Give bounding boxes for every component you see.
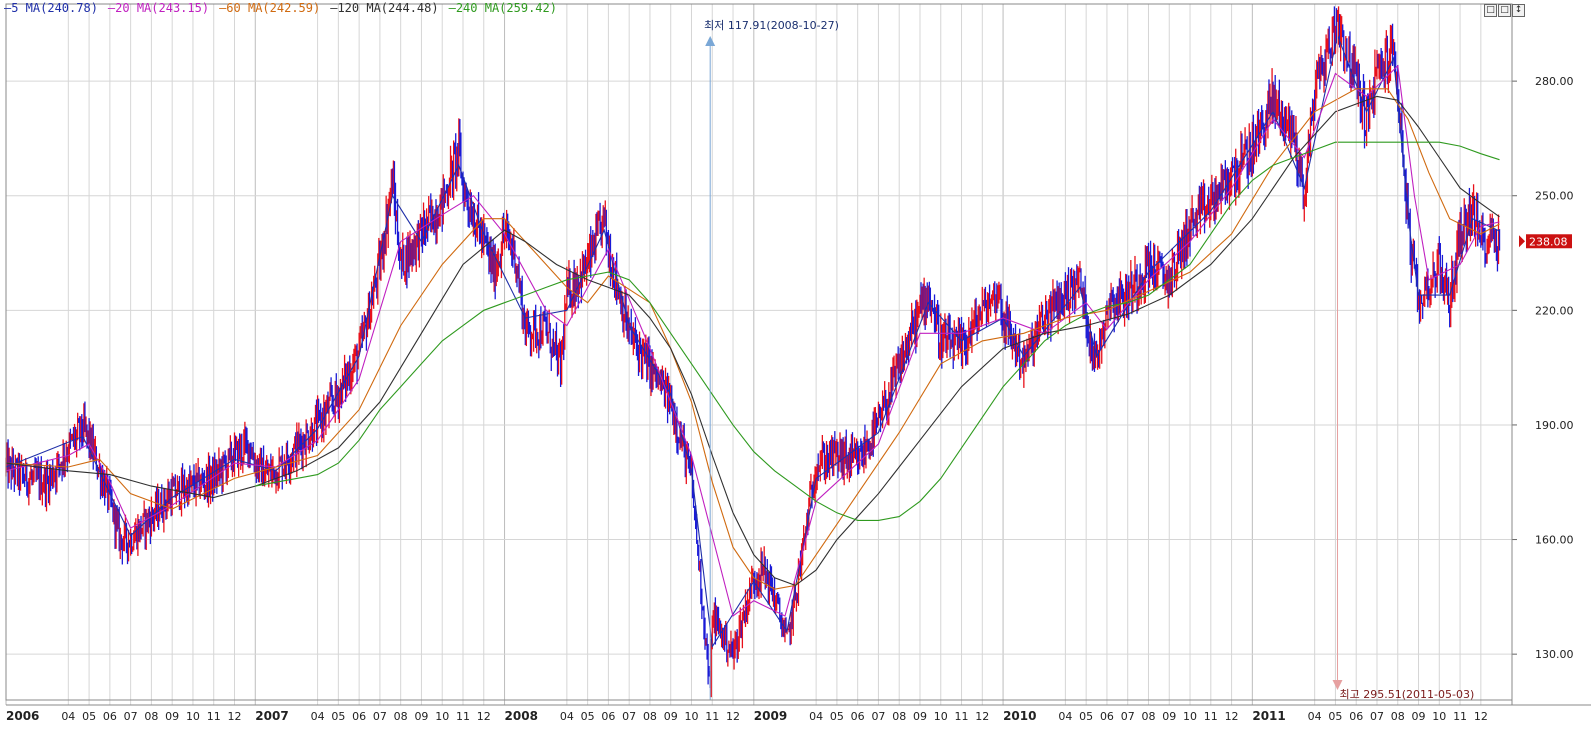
legend-item: —5 MA(240.78) [4, 1, 98, 15]
x-tick-label: 11 [456, 710, 470, 723]
x-tick-label: 12 [477, 710, 491, 723]
ma-line-240-ma [255, 141, 1500, 521]
x-tick-label: 06 [851, 710, 865, 723]
x-tick-label: 07 [373, 710, 387, 723]
x-tick-label: 10 [435, 710, 449, 723]
x-tick-label: 06 [601, 710, 615, 723]
x-tick-label: 09 [414, 710, 428, 723]
current-price-marker: 238.08 [1519, 234, 1572, 249]
window-controls: □ □ ↕ [1484, 4, 1525, 17]
moving-average-lines [5, 33, 1500, 649]
legend-item: —20 MA(243.15) [107, 1, 210, 15]
low-annotation: 최저 117.91(2008-10-27) [704, 19, 839, 32]
x-tick-label: 10 [1432, 710, 1446, 723]
x-tick-label: 04 [809, 710, 823, 723]
x-tick-label: 08 [1391, 710, 1405, 723]
y-tick-label: 220.00 [1535, 304, 1574, 317]
x-tick-label: 05 [1328, 710, 1342, 723]
x-tick-label: 08 [144, 710, 158, 723]
x-tick-label: 12 [975, 710, 989, 723]
x-tick-label: 11 [955, 710, 969, 723]
x-tick-label: 09 [1412, 710, 1426, 723]
x-tick-label: 09 [165, 710, 179, 723]
x-tick-label: 07 [622, 710, 636, 723]
x-tick-label: 04 [61, 710, 75, 723]
x-tick-label: 2011 [1252, 709, 1285, 723]
x-tick-label: 10 [934, 710, 948, 723]
x-tick-label: 08 [643, 710, 657, 723]
high-annotation: 최고 295.51(2011-05-03) [1340, 688, 1475, 701]
x-tick-label: 12 [1225, 710, 1239, 723]
current-price-arrow [1519, 235, 1525, 248]
x-tick-label: 11 [705, 710, 719, 723]
y-tick-label: 250.00 [1535, 190, 1574, 203]
x-tick-label: 05 [82, 710, 96, 723]
x-tick-label: 2009 [754, 709, 787, 723]
current-price-box [1526, 234, 1572, 249]
x-tick-label: 06 [352, 710, 366, 723]
x-tick-label: 07 [1370, 710, 1384, 723]
high-marker-arrow [1332, 680, 1343, 690]
x-tick-label: 12 [726, 710, 740, 723]
x-tick-label: 05 [830, 710, 844, 723]
x-tick-label: 2010 [1003, 709, 1036, 723]
x-tick-label: 2008 [505, 709, 538, 723]
x-tick-label: 09 [913, 710, 927, 723]
x-tick-label: 10 [684, 710, 698, 723]
x-tick-label: 04 [1058, 710, 1072, 723]
x-tick-label: 07 [124, 710, 138, 723]
x-tick-label: 08 [394, 710, 408, 723]
x-tick-label: 2007 [255, 709, 288, 723]
x-tick-label: 12 [227, 710, 241, 723]
x-tick-label: 04 [311, 710, 325, 723]
ma-legend: —5 MA(240.78) —20 MA(243.15) —60 MA(242.59… [4, 1, 567, 15]
x-tick-label: 06 [1100, 710, 1114, 723]
x-tick-label: 08 [892, 710, 906, 723]
x-tick-label: 11 [207, 710, 221, 723]
low-marker-arrow [705, 36, 716, 46]
x-tick-label: 10 [186, 710, 200, 723]
x-tick-label: 07 [871, 710, 885, 723]
x-tick-label: 10 [1183, 710, 1197, 723]
y-tick-label: 190.00 [1535, 419, 1574, 432]
x-tick-label: 11 [1453, 710, 1467, 723]
y-tick-label: 160.00 [1535, 534, 1574, 547]
x-tick-label: 2006 [6, 709, 39, 723]
minimize-button[interactable]: □ [1484, 4, 1497, 17]
ma-line-60-ma [5, 88, 1500, 590]
legend-item: —120 MA(244.48) [330, 1, 439, 15]
x-tick-label: 11 [1204, 710, 1218, 723]
x-tick-label: 12 [1474, 710, 1488, 723]
x-tick-label: 08 [1141, 710, 1155, 723]
x-tick-label: 05 [331, 710, 345, 723]
legend-item: —240 MA(259.42) [448, 1, 557, 15]
x-tick-label: 07 [1121, 710, 1135, 723]
axes: 2006 04 05 06 07 08 09 10 11 12 2007 04 05 06 07 08 09 10… [5, 3, 1591, 723]
restore-button[interactable]: □ [1498, 4, 1511, 17]
y-tick-label: 280.00 [1535, 75, 1574, 88]
grid-lines [5, 4, 1512, 705]
scroll-button[interactable]: ↕ [1512, 4, 1525, 17]
annotations: 최저 117.91(2008-10-27) 최고 295.51(2011-05-… [704, 19, 1474, 701]
x-tick-label: 04 [1308, 710, 1322, 723]
x-tick-label: 09 [1162, 710, 1176, 723]
x-tick-label: 04 [560, 710, 574, 723]
x-tick-label: 06 [1349, 710, 1363, 723]
current-price-label: 238.08 [1529, 235, 1568, 248]
x-tick-label: 09 [664, 710, 678, 723]
y-tick-label: 130.00 [1535, 648, 1574, 661]
x-tick-label: 05 [581, 710, 595, 723]
legend-item: —60 MA(242.59) [219, 1, 321, 15]
ma-line-120-ma [5, 95, 1500, 587]
x-tick-label: 05 [1079, 710, 1093, 723]
ma-line-5-ma [5, 33, 1500, 649]
x-tick-label: 06 [103, 710, 117, 723]
